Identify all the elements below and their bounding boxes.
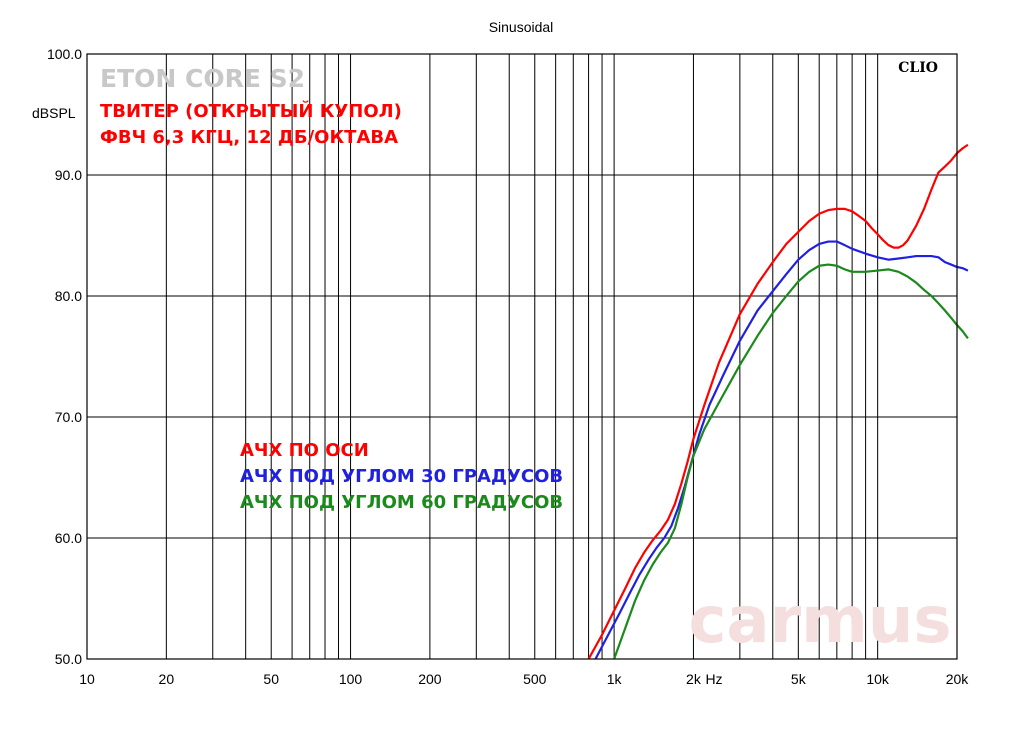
y-tick-label: 70.0 bbox=[55, 409, 82, 425]
series-line-3 bbox=[613, 263, 969, 660]
x-tick-label: 20 bbox=[159, 671, 175, 687]
x-tick-label: 200 bbox=[418, 671, 442, 687]
brand-label: ETON CORE S2 bbox=[100, 64, 305, 93]
y-tick-label: 90.0 bbox=[55, 167, 82, 183]
x-tick-label: 50 bbox=[263, 671, 279, 687]
series-layer bbox=[587, 143, 969, 660]
y-tick-label: 60.0 bbox=[55, 530, 82, 546]
legend: АЧХ ПО ОСИ АЧХ ПОД УГЛОМ 30 ГРАДУСОВ АЧХ П… bbox=[240, 440, 563, 513]
legend-entry-1: АЧХ ПО ОСИ bbox=[240, 440, 369, 461]
series-line-2 bbox=[594, 240, 969, 660]
x-tick-label: 100 bbox=[339, 671, 363, 687]
series-line-1 bbox=[587, 143, 969, 660]
carmus-watermark: carmus bbox=[688, 584, 951, 658]
y-axis-ticks: 50.0 60.0 70.0 80.0 90.0 100.0 bbox=[47, 46, 82, 667]
x-tick-label: 500 bbox=[523, 671, 547, 687]
x-tick-label: 20k bbox=[946, 671, 970, 687]
x-tick-label: 5k bbox=[791, 671, 807, 687]
legend-entry-3: АЧХ ПОД УГЛОМ 60 ГРАДУСОВ bbox=[240, 492, 563, 513]
x-tick-label: 10k bbox=[866, 671, 890, 687]
x-tick-label: 10 bbox=[79, 671, 95, 687]
y-tick-label: 100.0 bbox=[47, 46, 82, 62]
y-axis-label: dBSPL bbox=[32, 105, 76, 121]
y-tick-label: 50.0 bbox=[55, 651, 82, 667]
clio-label: CLIO bbox=[898, 60, 938, 76]
x-tick-label: 2k bbox=[686, 671, 702, 687]
subtitle-line-2: ФВЧ 6,3 КГЦ, 12 ДБ/ОКТАВА bbox=[100, 127, 398, 148]
x-tick-label: 1k bbox=[607, 671, 623, 687]
x-axis-label: Hz bbox=[705, 671, 722, 687]
grid bbox=[87, 54, 957, 659]
watermark-layer: carmus bbox=[688, 584, 951, 658]
subtitle-line-1: ТВИТЕР (ОТКРЫТЫЙ КУПОЛ) bbox=[100, 100, 402, 122]
chart-title: Sinusoidal bbox=[489, 19, 554, 35]
x-axis-ticks: 10 20 50 100 200 500 1k 2k 5k 10k 20k bbox=[79, 671, 969, 687]
legend-entry-2: АЧХ ПОД УГЛОМ 30 ГРАДУСОВ bbox=[240, 466, 563, 487]
plot-frame bbox=[86, 53, 958, 660]
y-tick-label: 80.0 bbox=[55, 288, 82, 304]
